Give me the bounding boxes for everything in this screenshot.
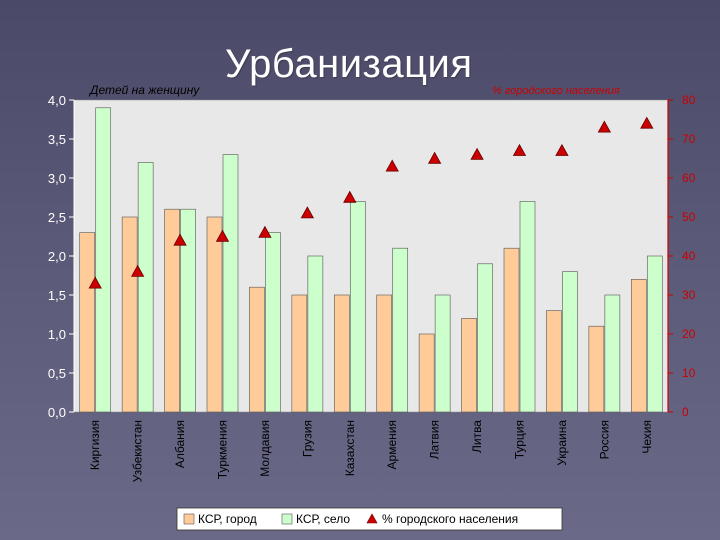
bar-city xyxy=(249,286,265,413)
bar-city xyxy=(461,318,477,413)
category-label: Чехия xyxy=(640,420,654,454)
bar-village xyxy=(646,255,663,413)
urban-marker xyxy=(597,120,612,133)
category-label: Армения xyxy=(385,420,399,469)
bar-city xyxy=(418,333,435,413)
left-tick-label: 0,5 xyxy=(48,366,66,381)
urban-marker xyxy=(88,276,102,289)
legend-label-urban: % городского населения xyxy=(382,512,518,526)
y2-axis-title: % городского населения xyxy=(492,85,620,97)
legend-swatch-urban xyxy=(366,513,378,524)
category-label: Латвия xyxy=(428,420,442,459)
left-tick-label: 3,5 xyxy=(48,132,66,147)
right-axis: 0 10 20 30 40 50 60 70 80 xyxy=(667,93,696,419)
right-tick-label: 50 xyxy=(682,210,696,224)
bar-village xyxy=(95,107,112,413)
category-label: Молдавия xyxy=(258,420,272,477)
urban-marker xyxy=(343,190,357,203)
left-tick-label: 1,0 xyxy=(48,327,66,342)
urban-marker xyxy=(173,233,187,246)
left-tick-label: 1,5 xyxy=(48,288,66,303)
left-tick-label: 2,5 xyxy=(48,210,66,225)
bar-village xyxy=(477,263,493,413)
urban-marker xyxy=(427,151,442,164)
bar-city xyxy=(630,279,647,413)
bars-layer xyxy=(79,107,663,413)
urban-marker xyxy=(512,143,527,156)
y-axis-title: Детей на женщину xyxy=(88,83,200,97)
right-tick-label: 70 xyxy=(682,132,696,146)
bar-city xyxy=(121,216,138,413)
category-labels: Киргизия Узбекистан Албания Туркмения Молдав… xyxy=(88,420,654,483)
bar-city xyxy=(588,325,605,413)
category-label: Грузия xyxy=(300,420,314,457)
legend-label-village: КСР, село xyxy=(296,512,350,526)
right-tick-label: 20 xyxy=(682,327,696,341)
category-label: Туркмения xyxy=(216,420,230,479)
urban-marker xyxy=(300,206,315,219)
legend: КСР, город КСР, село % городского населени… xyxy=(176,507,563,531)
category-label: Албания xyxy=(173,420,187,468)
bar-village xyxy=(222,154,239,413)
urban-marker xyxy=(640,116,654,129)
right-tick-label: 10 xyxy=(682,366,696,380)
bar-city xyxy=(79,232,96,413)
slide-title: Урбанизация xyxy=(225,42,473,86)
bar-city xyxy=(206,216,223,413)
bar-village xyxy=(349,201,366,413)
urban-marker xyxy=(470,147,484,160)
category-label: Киргизия xyxy=(88,420,102,470)
category-label: Россия xyxy=(597,420,611,459)
category-label: Узбекистан xyxy=(131,420,145,482)
left-tick-label: 2,0 xyxy=(48,249,66,264)
right-tick-label: 80 xyxy=(682,93,696,107)
urban-marker xyxy=(555,143,569,156)
right-tick-label: 0 xyxy=(682,405,689,419)
bar-village xyxy=(265,232,281,413)
right-tick-label: 30 xyxy=(682,288,696,302)
bar-city xyxy=(376,294,393,413)
urban-marker xyxy=(215,229,230,242)
category-label: Украина xyxy=(555,420,569,466)
bar-village xyxy=(519,201,536,413)
legend-swatch-village xyxy=(281,513,293,525)
markers-layer xyxy=(88,116,654,289)
bar-village xyxy=(434,294,451,413)
legend-label-city: КСР, город xyxy=(198,512,257,526)
bar-city xyxy=(503,247,520,413)
right-tick-label: 60 xyxy=(682,171,696,185)
bar-city xyxy=(291,294,308,413)
bar-city xyxy=(546,310,562,413)
bar-village xyxy=(604,294,621,413)
legend-swatch-city xyxy=(183,513,195,525)
bar-city xyxy=(333,294,350,413)
urban-marker xyxy=(258,225,272,238)
urban-marker xyxy=(130,264,145,277)
left-axis: 0,0 0,5 1,0 1,5 2,0 2,5 3,0 3,5 4,0 xyxy=(48,93,75,420)
plot-area xyxy=(73,99,669,413)
bar-city xyxy=(164,208,180,413)
category-label: Литва xyxy=(470,420,484,453)
bar-village xyxy=(137,162,154,413)
category-label: Турция xyxy=(513,420,527,459)
bar-village xyxy=(392,247,409,413)
left-tick-label: 3,0 xyxy=(48,171,66,186)
right-tick-label: 40 xyxy=(682,249,696,263)
bar-village xyxy=(307,255,324,413)
bar-village xyxy=(562,271,578,413)
category-label: Казахстан xyxy=(343,420,357,476)
left-tick-label: 4,0 xyxy=(48,93,66,108)
urban-marker xyxy=(385,159,399,172)
left-tick-label: 0,0 xyxy=(48,405,66,420)
bar-village xyxy=(180,208,196,413)
